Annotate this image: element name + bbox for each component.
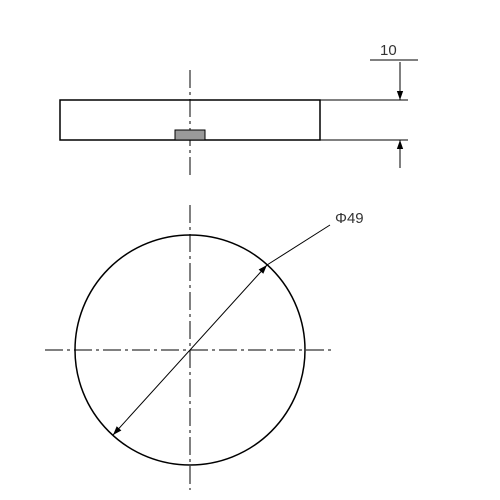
dimension-diameter: Φ49 [113,210,364,435]
top-view [60,70,320,175]
dimension-height: 10 [320,42,418,168]
dimension-diameter-label: Φ49 [335,210,364,227]
engineering-drawing: 10 Φ49 [0,0,500,500]
dimension-height-label: 10 [380,42,397,59]
front-view [45,205,335,490]
notch [175,130,205,140]
